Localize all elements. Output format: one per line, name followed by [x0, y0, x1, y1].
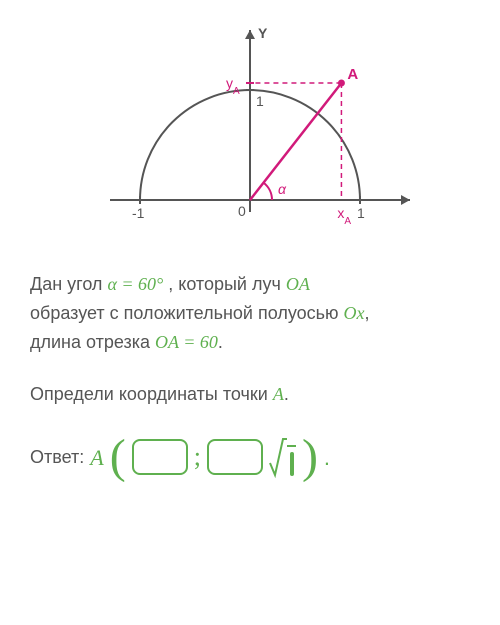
answer-label: Ответ:: [30, 443, 84, 472]
answer-input-y-coef[interactable]: [207, 439, 263, 475]
oa-ray: OA: [286, 274, 310, 294]
svg-text:1: 1: [357, 205, 365, 221]
answer-input-y-radicand[interactable]: [290, 452, 294, 476]
ox-axis: Ox: [344, 303, 365, 323]
problem-paragraph-1: Дан угол α = 60° , который луч OA образу…: [30, 270, 470, 356]
geometry-diagram: αYX0-111AxAyA: [90, 20, 410, 240]
text: длина отрезка: [30, 332, 155, 352]
answer-input-x[interactable]: [132, 439, 188, 475]
text: Определи координаты точки: [30, 384, 273, 404]
alpha-value: α = 60°: [107, 274, 163, 294]
sqrt-icon: [269, 435, 287, 479]
svg-text:-1: -1: [132, 205, 145, 221]
sqrt-wrapper: [269, 435, 296, 479]
text: .: [284, 384, 289, 404]
oa-length: OA = 60: [155, 332, 218, 352]
text: , который луч: [163, 274, 286, 294]
svg-text:α: α: [278, 181, 287, 197]
svg-text:1: 1: [256, 93, 264, 109]
svg-text:0: 0: [238, 203, 246, 219]
period: .: [324, 440, 330, 475]
text: образует с положительной полуосью: [30, 303, 344, 323]
point-a: A: [273, 384, 284, 404]
answer-row: Ответ: A ( ; ) .: [30, 433, 470, 481]
text: Дан угол: [30, 274, 107, 294]
problem-task: Определи координаты точки A.: [30, 380, 470, 409]
diagram-container: αYX0-111AxAyA: [30, 20, 470, 240]
text: ,: [365, 303, 370, 323]
svg-text:xA: xA: [337, 205, 351, 227]
semicolon: ;: [194, 436, 201, 478]
open-paren: (: [110, 433, 126, 481]
text: .: [218, 332, 223, 352]
answer-a: A: [90, 440, 103, 475]
svg-text:A: A: [347, 66, 358, 83]
close-paren: ): [302, 433, 318, 481]
svg-text:Y: Y: [258, 25, 268, 41]
